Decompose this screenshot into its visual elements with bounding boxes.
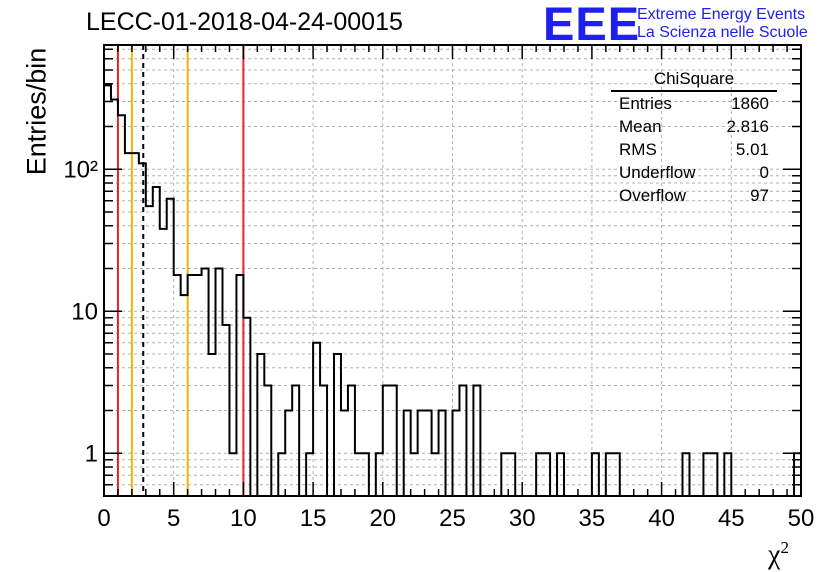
stats-label: Mean: [619, 117, 662, 136]
stats-box: ChiSquare Entries 1860 Mean 2.816 RMS 5.…: [611, 68, 777, 207]
histogram-bin: [111, 99, 118, 496]
stats-row: Underflow 0: [611, 161, 777, 184]
stats-row: Overflow 97: [611, 184, 777, 207]
grid: [104, 45, 801, 496]
x-tick-label: 30: [509, 505, 536, 532]
stats-title: ChiSquare: [611, 68, 777, 92]
stats-label: Overflow: [619, 186, 687, 205]
histogram-bin: [390, 386, 397, 496]
y-tick-label: 1: [85, 440, 98, 467]
stats-label: RMS: [619, 140, 657, 159]
stats-value: 97: [750, 186, 769, 205]
x-tick-label: 10: [230, 505, 257, 532]
histogram-bin: [348, 386, 355, 496]
histogram-bin: [459, 386, 466, 496]
stats-label: Underflow: [619, 163, 696, 182]
x-tick-label: 15: [300, 505, 327, 532]
histogram-bin: [146, 206, 153, 496]
histogram-bin: [313, 343, 320, 496]
y-tick-label: 10²: [63, 156, 98, 183]
stats-row: RMS 5.01: [611, 138, 777, 161]
x-tick-label: 0: [97, 505, 110, 532]
x-tick-label: 45: [718, 505, 745, 532]
x-tick-label: 25: [439, 505, 466, 532]
reference-lines: [116, 45, 245, 496]
stats-row: Entries 1860: [611, 92, 777, 115]
histogram-bin: [118, 115, 125, 496]
x-tick-label: 35: [579, 505, 606, 532]
histogram-bin: [320, 386, 327, 496]
y-tick-label: 10: [71, 298, 98, 325]
stats-value: 1860: [731, 94, 769, 113]
stats-value: 2.816: [726, 117, 769, 136]
tick-labels: 0 5 10 15 20 25 30 35 40 45 50 1 10 10²: [63, 156, 814, 532]
histogram-bin: [257, 354, 264, 496]
histogram-bin: [209, 354, 216, 496]
histogram-bin: [202, 269, 209, 496]
chart-title: LECC-01-2018-04-24-00015: [86, 8, 403, 36]
histogram-bin: [104, 85, 111, 496]
stats-label: Entries: [619, 94, 672, 113]
stats-value: 0: [759, 163, 769, 182]
histogram-bin: [216, 269, 223, 496]
y-axis-label: Entries/bin: [21, 47, 52, 176]
x-tick-label: 50: [788, 505, 815, 532]
histogram-bin: [473, 386, 480, 496]
axes-frame: [103, 44, 802, 497]
histogram-bin: [264, 386, 271, 496]
x-tick-label: 5: [167, 505, 180, 532]
logo-line-1: Extreme Energy Events: [637, 6, 806, 23]
histogram-bin: [383, 386, 390, 496]
histogram-bin: [334, 354, 341, 496]
x-tick-label: 40: [648, 505, 675, 532]
x-axis-label: χ2: [768, 538, 789, 571]
logo-line-2: La Scienza nelle Scuole: [637, 24, 808, 41]
stats-row: Mean 2.816: [611, 115, 777, 138]
histogram-bin: [292, 386, 299, 496]
eee-logo: EEE: [543, 0, 641, 50]
histogram-bin: [153, 187, 160, 496]
x-tick-label: 20: [369, 505, 396, 532]
histogram-bin: [243, 318, 250, 496]
stats-value: 5.01: [735, 140, 769, 159]
histogram-bin: [139, 163, 146, 496]
